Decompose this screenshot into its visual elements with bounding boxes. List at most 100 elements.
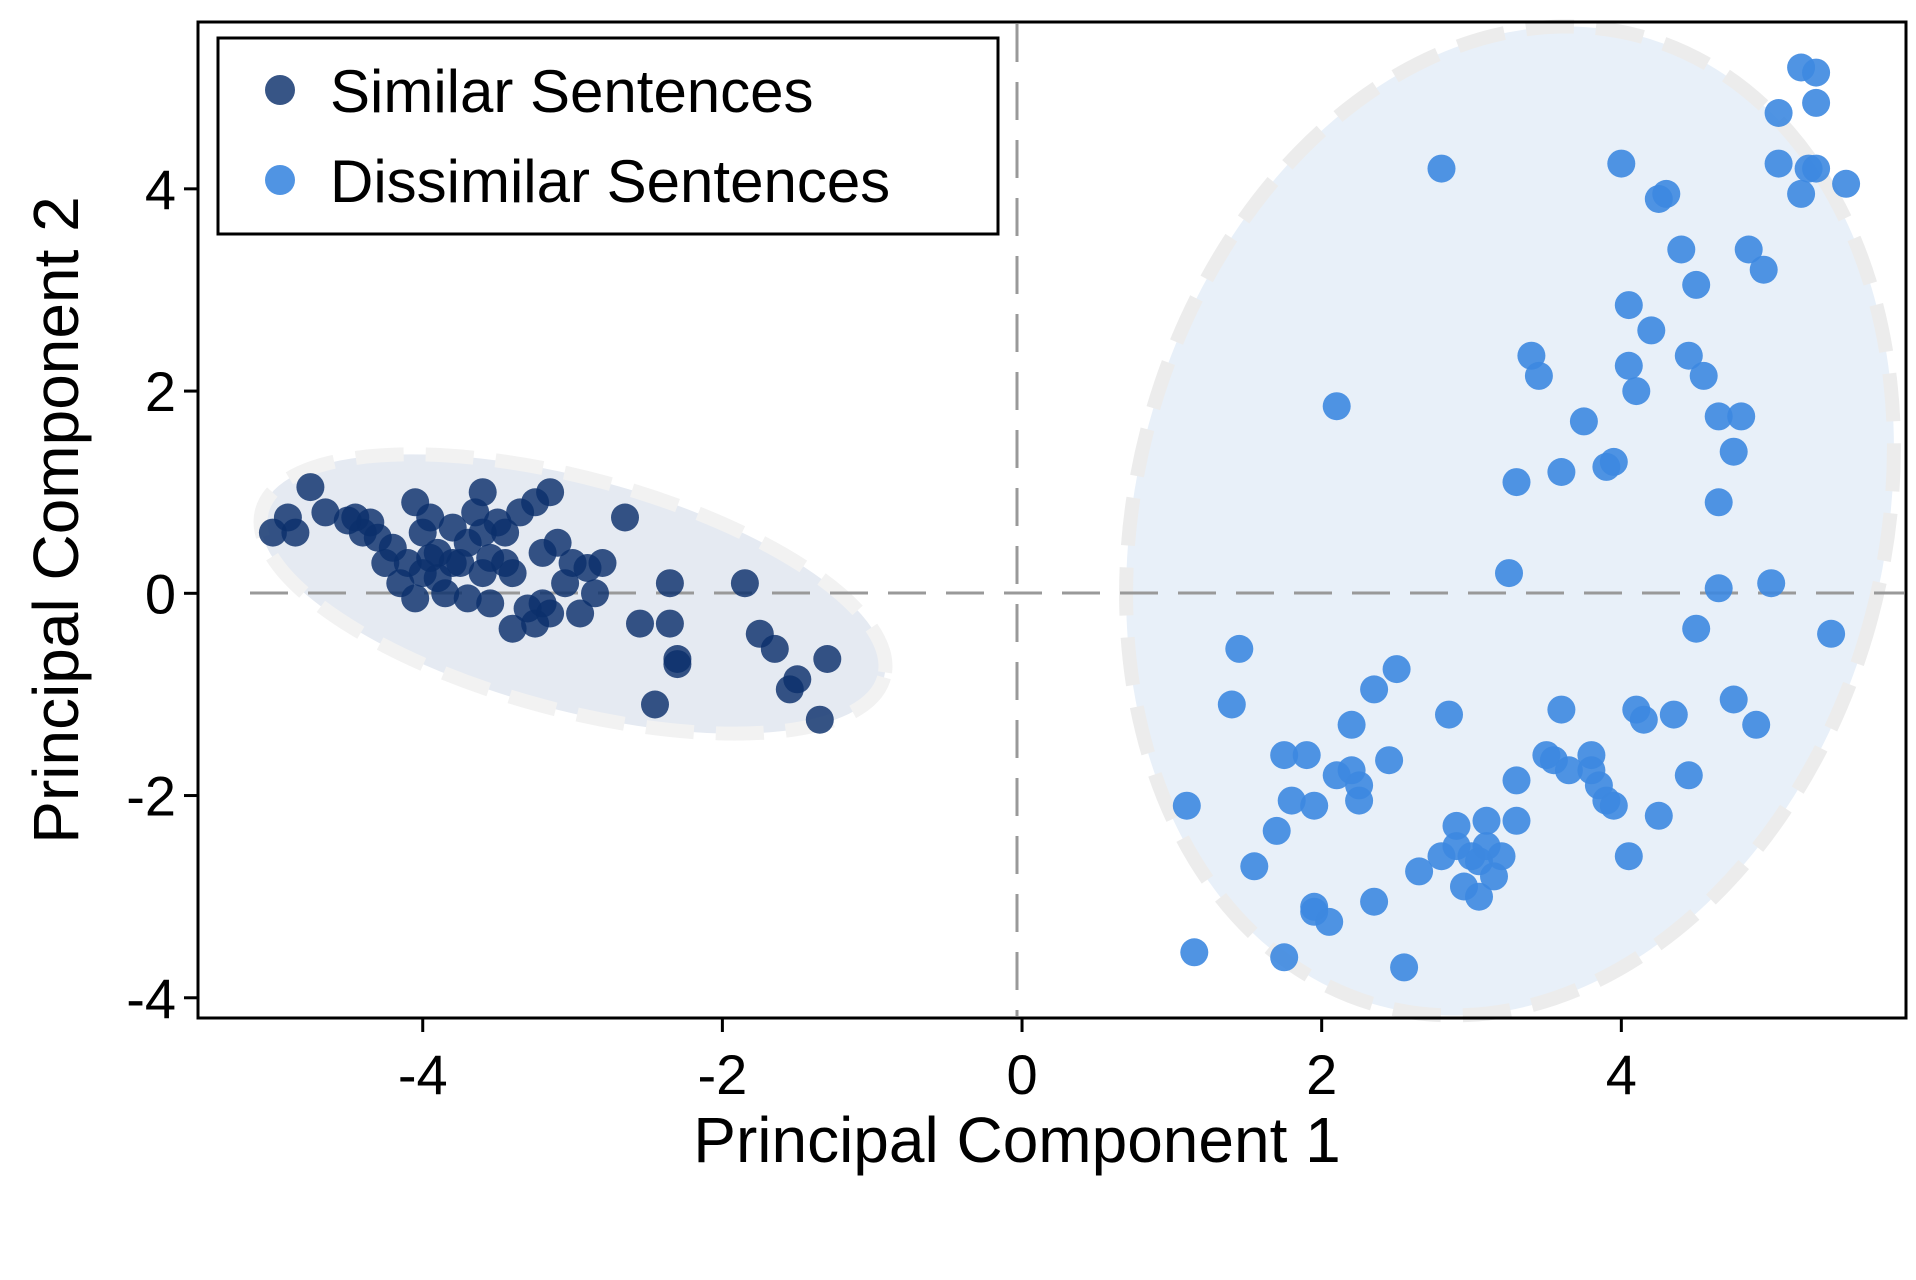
dissimilar-point [1487, 842, 1516, 871]
dissimilar-point [1749, 255, 1778, 284]
dissimilar-point [1704, 488, 1733, 517]
similar-point [760, 634, 789, 663]
dissimilar-point [1524, 361, 1553, 390]
dissimilar-point [1270, 741, 1299, 770]
dissimilar-point [1300, 791, 1329, 820]
dissimilar-point [1345, 786, 1374, 815]
dissimilar-point [1337, 710, 1366, 739]
dissimilar-point [1382, 655, 1411, 684]
dissimilar-point [1614, 291, 1643, 320]
dissimilar-point [1614, 842, 1643, 871]
similar-point [641, 690, 669, 719]
similar-point [528, 538, 557, 567]
similar-point [655, 569, 684, 598]
similar-point [626, 609, 654, 638]
dissimilar-point [1817, 619, 1846, 648]
x-tick-label: 2 [1306, 1043, 1337, 1106]
dissimilar-point [1757, 569, 1786, 598]
dissimilar-point [1719, 437, 1748, 466]
similar-point [476, 589, 505, 618]
similar-point [416, 543, 445, 572]
x-axis-ticks: -4 -2 0 2 4 [398, 1018, 1637, 1106]
dissimilar-point [1674, 761, 1703, 790]
dissimilar-point [1375, 746, 1404, 775]
dissimilar-point [1390, 953, 1419, 982]
similar-point [813, 645, 842, 673]
x-tick-label: -2 [697, 1043, 747, 1106]
y-tick-label: -4 [126, 967, 176, 1030]
dissimilar-point [1360, 887, 1389, 916]
dissimilar-point [1465, 882, 1493, 911]
dissimilar-point [1682, 614, 1711, 643]
similar-point [730, 569, 759, 598]
similar-point [783, 665, 812, 694]
dissimilar-point [1322, 392, 1351, 421]
dissimilar-point [1652, 179, 1681, 208]
dissimilar-point [1764, 99, 1793, 127]
similar-point [453, 584, 482, 613]
dissimilar-point [1554, 756, 1583, 785]
dissimilar-point [1637, 316, 1666, 345]
dissimilar-point [1734, 235, 1763, 264]
dissimilar-point [1719, 685, 1748, 714]
similar-point [401, 584, 430, 613]
dissimilar-point [1622, 377, 1651, 406]
dissimilar-point [1270, 943, 1299, 972]
dissimilar-point [1569, 407, 1598, 436]
dissimilar-point [1435, 700, 1463, 729]
dissimilar-point [1172, 791, 1201, 820]
dissimilar-point [1832, 169, 1861, 198]
x-tick-label: 4 [1606, 1043, 1637, 1106]
dissimilar-point [1802, 88, 1831, 117]
dissimilar-point [1502, 766, 1531, 795]
dissimilar-point [1315, 907, 1344, 936]
dissimilar-point [1614, 351, 1643, 380]
dissimilar-point [1180, 938, 1209, 967]
dissimilar-point [1599, 791, 1628, 820]
dissimilar-point [1225, 634, 1254, 663]
dissimilar-point [1217, 690, 1246, 719]
x-tick-label: 0 [1006, 1043, 1037, 1106]
similar-point [498, 614, 527, 643]
dissimilar-point [1704, 402, 1733, 431]
dissimilar-point [1360, 675, 1389, 704]
y-tick-label: 0 [145, 562, 176, 625]
dissimilar-point [1764, 149, 1793, 178]
similar-point [491, 549, 520, 577]
dissimilar-point [1240, 852, 1269, 881]
dissimilar-point [1277, 786, 1306, 815]
similar-point [491, 518, 520, 547]
dissimilar-point [1262, 816, 1291, 845]
dissimilar-point [1667, 235, 1696, 264]
similar-point [566, 599, 595, 628]
dissimilar-point [1682, 270, 1711, 299]
legend-marker-dissimilar [265, 165, 295, 195]
dissimilar-point [1727, 402, 1756, 431]
similar-point [655, 609, 684, 638]
dissimilar-point [1442, 811, 1471, 840]
dissimilar-point [1599, 447, 1628, 476]
dissimilar-point [1495, 559, 1523, 588]
dissimilar-point [1787, 179, 1816, 208]
y-axis-ticks: -4 -2 0 2 4 [126, 158, 198, 1030]
dissimilar-point [1405, 857, 1434, 886]
similar-point [805, 705, 834, 734]
dissimilar-point [1292, 741, 1321, 770]
similar-point [296, 473, 325, 502]
similar-point [468, 518, 497, 547]
dissimilar-sentences-points [1172, 53, 1861, 982]
x-axis-label: Principal Component 1 [693, 1104, 1340, 1176]
dissimilar-point [1472, 806, 1501, 835]
dissimilar-point [1607, 149, 1636, 178]
similar-sentences-points [258, 473, 842, 734]
similar-point [281, 518, 310, 547]
similar-point [416, 503, 445, 532]
plot-frame [196, 20, 1908, 1020]
similar-point [468, 478, 497, 507]
dissimilar-point [1427, 154, 1456, 183]
dissimilar-point [1502, 806, 1531, 835]
similar-point [663, 650, 692, 679]
dissimilar-point [1689, 361, 1718, 390]
y-tick-label: -2 [126, 765, 176, 828]
